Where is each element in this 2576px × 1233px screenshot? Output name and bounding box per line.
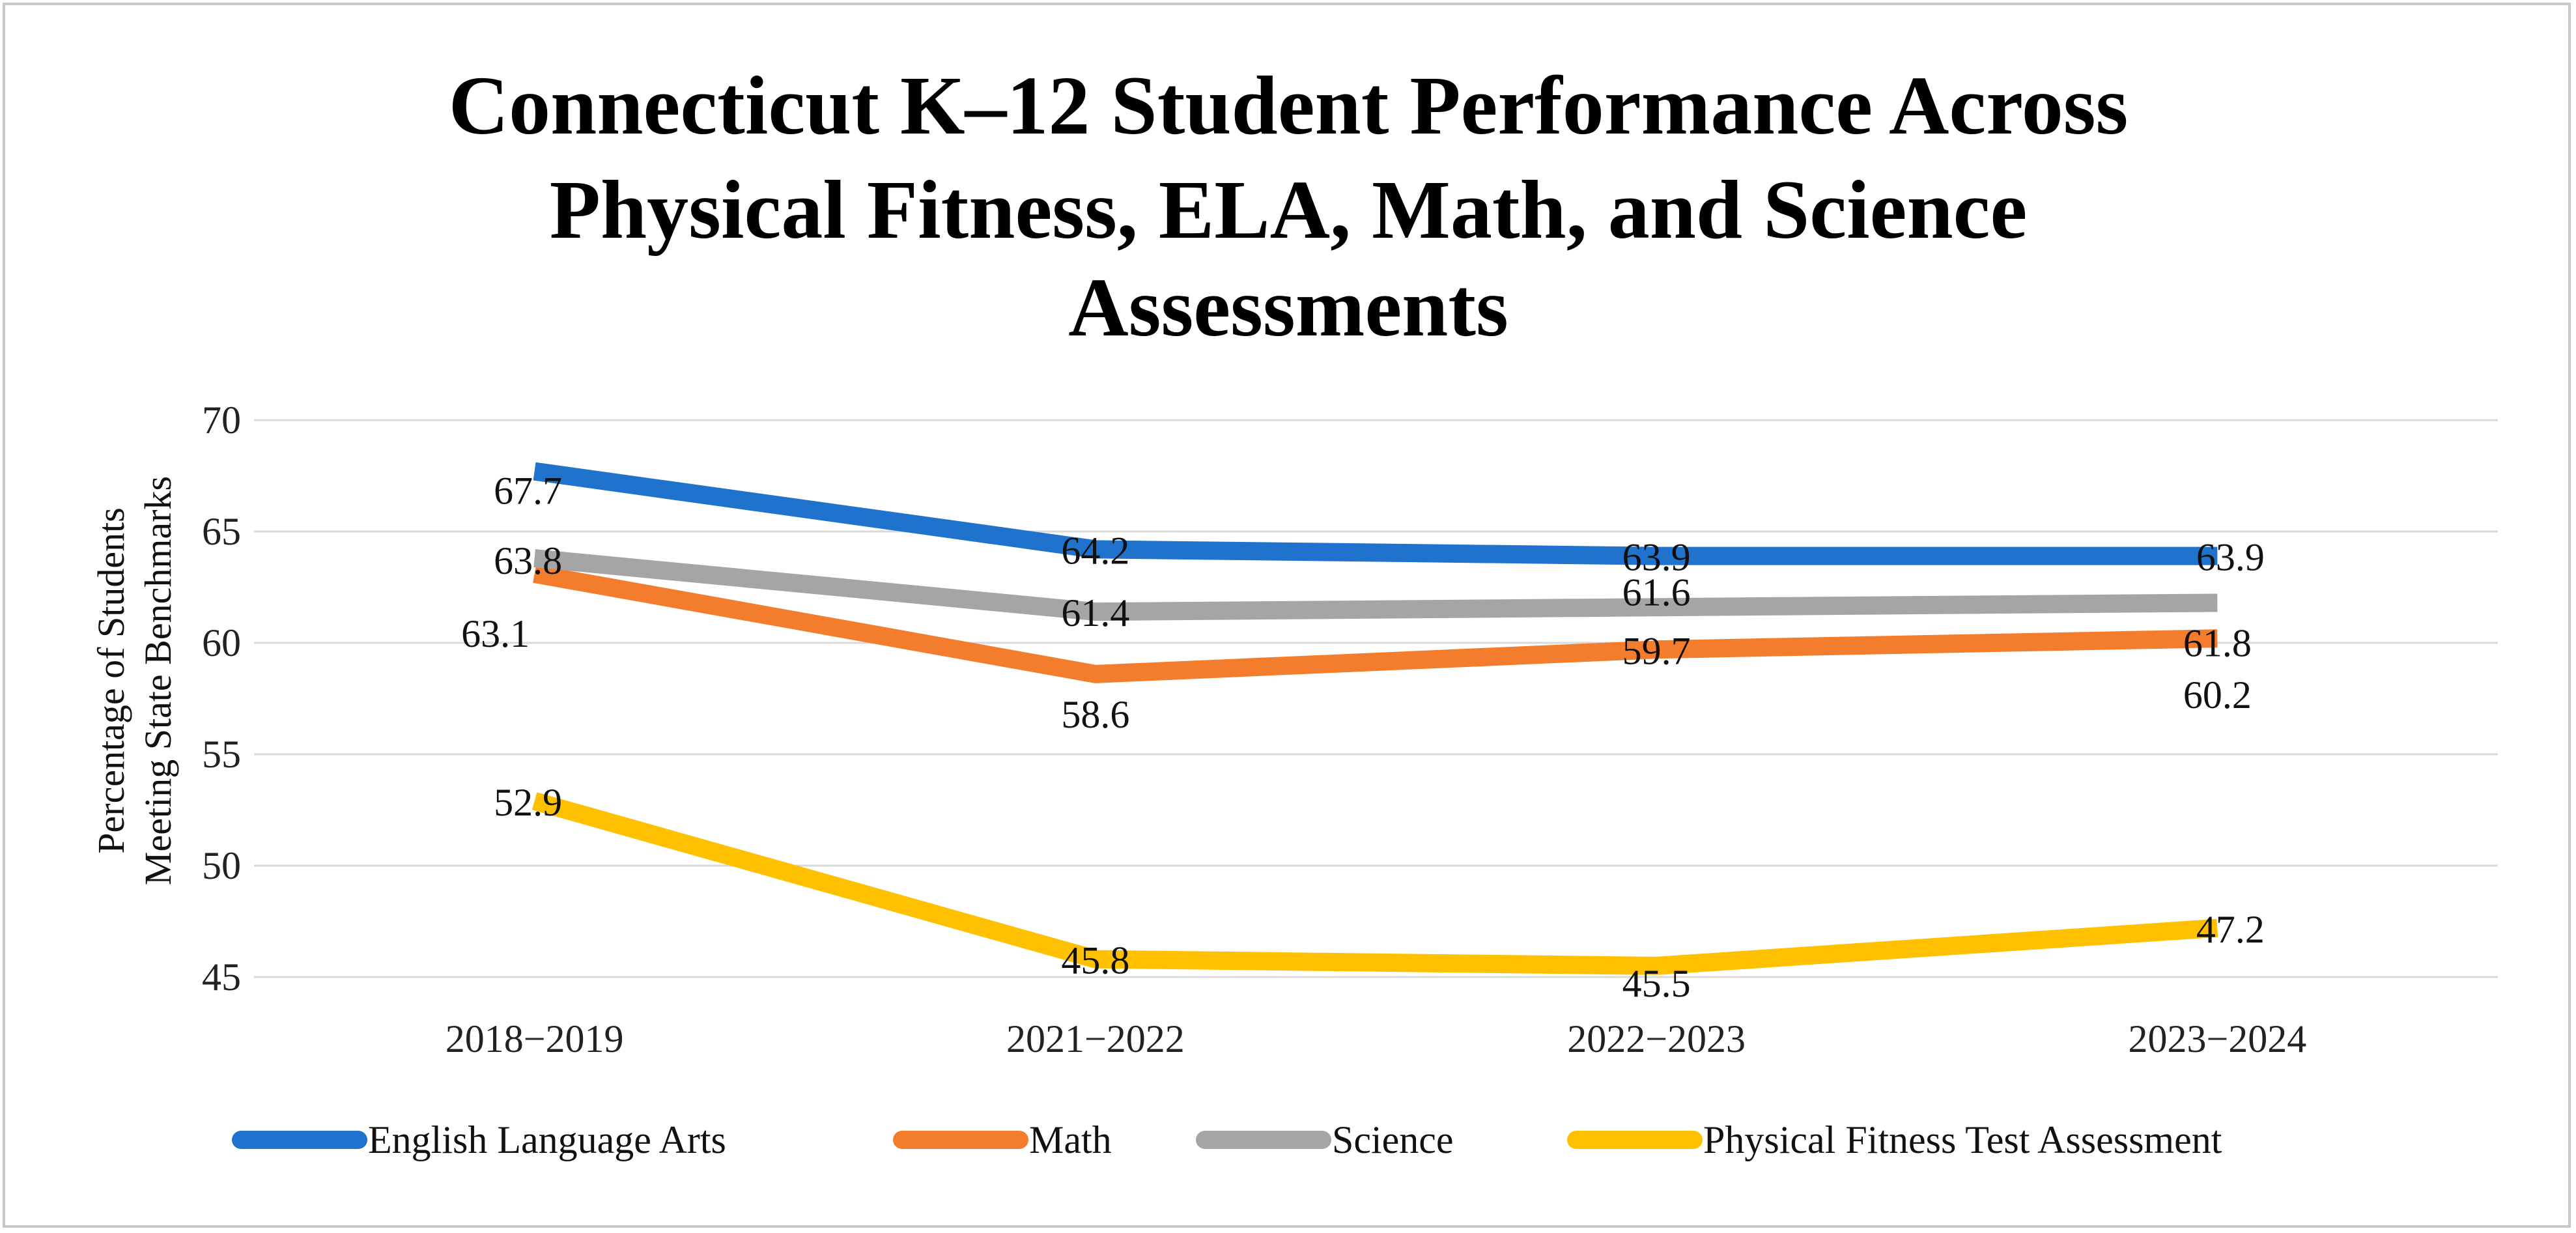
chart-title-line-2: Physical Fitness, ELA, Math, and Science xyxy=(550,163,2028,256)
y-tick-label: 55 xyxy=(202,733,241,776)
data-label: 52.9 xyxy=(494,781,562,824)
data-label: 64.2 xyxy=(1061,529,1129,572)
data-label: 61.8 xyxy=(2183,621,2252,664)
data-labels: 67.7 64.2 63.9 63.9 63.1 58.6 59.7 60.2 63.8 61.4… xyxy=(461,470,2265,1005)
y-tick-label: 65 xyxy=(202,510,241,553)
series-line-english-language-arts xyxy=(533,462,2218,565)
y-tick-label: 45 xyxy=(202,956,241,999)
data-label: 45.5 xyxy=(1622,962,1691,1005)
data-label: 63.8 xyxy=(494,539,562,582)
x-tick-label: 2018−2019 xyxy=(446,1017,624,1060)
y-axis-label-line-1: Percentage of Students xyxy=(90,507,132,854)
chart-title-line-1: Connecticut K–12 Student Performance Acr… xyxy=(449,59,2129,152)
gridlines xyxy=(254,419,2498,978)
legend-label-physical-fitness-test-assessment: Physical Fitness Test Assessment xyxy=(1703,1118,2222,1161)
data-label: 60.2 xyxy=(2183,673,2252,716)
y-tick-label: 50 xyxy=(202,844,241,887)
legend-label-english-language-arts: English Language Arts xyxy=(368,1118,726,1161)
legend-label-math: Math xyxy=(1029,1118,1112,1161)
legend: English Language Arts Math Science Physical… xyxy=(232,1118,2222,1161)
chart-title: Connecticut K–12 Student Performance Acr… xyxy=(449,59,2129,354)
x-tick-label: 2023−2024 xyxy=(2128,1017,2306,1060)
legend-label-science: Science xyxy=(1332,1118,1454,1161)
data-label: 63.9 xyxy=(1622,536,1691,579)
series-line-math xyxy=(533,565,2218,683)
data-label: 58.6 xyxy=(1061,693,1129,736)
data-label: 61.4 xyxy=(1061,591,1129,634)
x-tick-label: 2022−2023 xyxy=(1567,1017,1746,1060)
series-line-physical-fitness-test-assessment xyxy=(531,792,2218,975)
data-label: 63.9 xyxy=(2196,536,2265,579)
chart-title-line-3: Assessments xyxy=(1068,261,1508,354)
data-label: 63.1 xyxy=(461,612,530,655)
y-axis-ticks: 45 50 55 60 65 70 xyxy=(202,399,241,999)
data-label: 45.8 xyxy=(1061,939,1129,982)
x-axis-ticks: 2018−2019 2021−2022 2022−2023 2023−2024 xyxy=(446,1017,2307,1060)
y-tick-label: 60 xyxy=(202,621,241,664)
y-tick-label: 70 xyxy=(202,399,241,442)
y-axis-label: Percentage of Students Meeting State Ben… xyxy=(90,476,179,885)
data-label: 61.6 xyxy=(1622,571,1691,614)
y-axis-label-line-2: Meeting State Benchmarks xyxy=(137,476,179,885)
data-label: 67.7 xyxy=(494,470,562,513)
x-tick-label: 2021−2022 xyxy=(1006,1017,1185,1060)
data-label: 47.2 xyxy=(2196,908,2265,951)
series-line-science xyxy=(533,549,2218,621)
series-lines xyxy=(531,462,2218,975)
data-label: 59.7 xyxy=(1622,629,1691,672)
